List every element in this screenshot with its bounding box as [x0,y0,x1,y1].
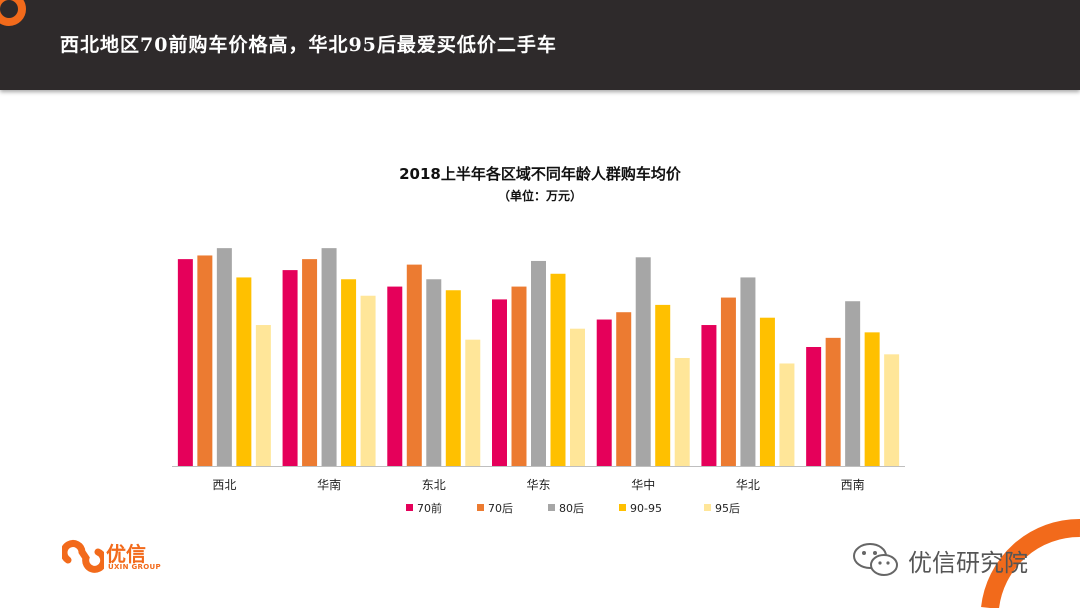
bar-东北-70后 [406,264,422,466]
bar-华北-70后 [720,297,736,466]
bar-华南-90-95 [341,279,357,466]
legend-swatch [619,504,626,511]
bar-华中-80后 [635,257,651,466]
chart-subtitle: （单位：万元） [497,189,582,203]
bar-西南-95后 [884,354,900,466]
bar-华东-80后 [531,260,546,466]
legend-label: 70前 [417,501,442,515]
brand-name: 优信 [106,542,146,566]
bar-西南-80后 [845,301,861,466]
page-headline: 西北地区70前购车价格高，华北95后最爱买低价二手车 [60,34,557,56]
bar-东北-80后 [426,279,442,466]
bar-西南-70后 [825,337,841,466]
legend-swatch [477,504,484,511]
bar-华中-95后 [674,357,690,466]
bar-西北-95后 [255,325,271,466]
bar-东北-90-95 [445,290,461,466]
corner-decoration [981,518,1080,608]
logo-ring-icon [0,0,26,26]
brand-subtitle: UXIN GROUP [108,563,161,571]
wechat-account-name: 优信研究院 [908,549,1028,577]
bar-华中-70前 [596,319,612,466]
x-tick-label: 华南 [317,477,341,492]
bar-华北-70前 [701,325,717,466]
bar-华南-70后 [302,259,318,466]
bar-华东-70前 [492,299,507,466]
bar-西北-70后 [197,255,213,466]
bar-华东-70后 [511,286,527,466]
x-tick-label: 西南 [841,477,865,492]
bar-华北-90-95 [759,317,775,466]
x-tick-label: 华东 [526,478,550,492]
legend-swatch [406,504,413,511]
chart-title: 2018上半年各区域不同年龄人群购车均价 [399,165,681,183]
bar-华南-95后 [360,295,376,466]
x-tick-label: 东北 [422,478,446,492]
legend-swatch [704,504,711,511]
legend-label: 90-95 [630,502,662,515]
brand-logo: 优信 UXIN GROUP [60,538,172,574]
bar-华北-95后 [779,363,795,466]
bar-华东-90-95 [550,273,566,466]
bar-西北-90-95 [236,277,252,466]
bar-华南-80后 [321,248,337,466]
bar-华中-70后 [616,312,632,466]
x-tick-label: 西北 [212,478,236,492]
bar-华北-80后 [740,277,756,466]
x-tick-label: 华中 [631,477,655,492]
bar-东北-95后 [465,339,481,466]
bar-西南-90-95 [864,332,880,466]
bar-华东-95后 [570,328,585,466]
legend-label: 95后 [715,502,740,515]
bar-华南-70前 [282,270,298,466]
uxin-logo-icon [60,540,108,573]
wechat-account: 优信研究院 [850,540,1050,580]
legend-label: 80后 [559,502,584,515]
legend-swatch [548,504,555,511]
wechat-icon [853,543,898,576]
bar-华中-90-95 [655,304,671,466]
header-bar: 西北地区70前购车价格高，华北95后最爱买低价二手车 [0,0,1080,90]
bar-西北-70前 [177,259,193,466]
bar-东北-70前 [387,286,403,466]
bar-西北-80后 [216,248,232,466]
legend-label: 70后 [488,502,513,515]
x-tick-label: 华北 [736,478,760,492]
bar-西南-70前 [806,347,822,466]
